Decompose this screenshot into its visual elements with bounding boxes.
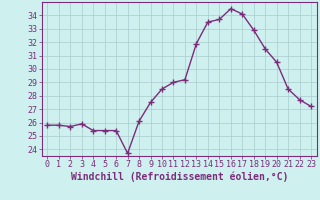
X-axis label: Windchill (Refroidissement éolien,°C): Windchill (Refroidissement éolien,°C) (70, 172, 288, 182)
